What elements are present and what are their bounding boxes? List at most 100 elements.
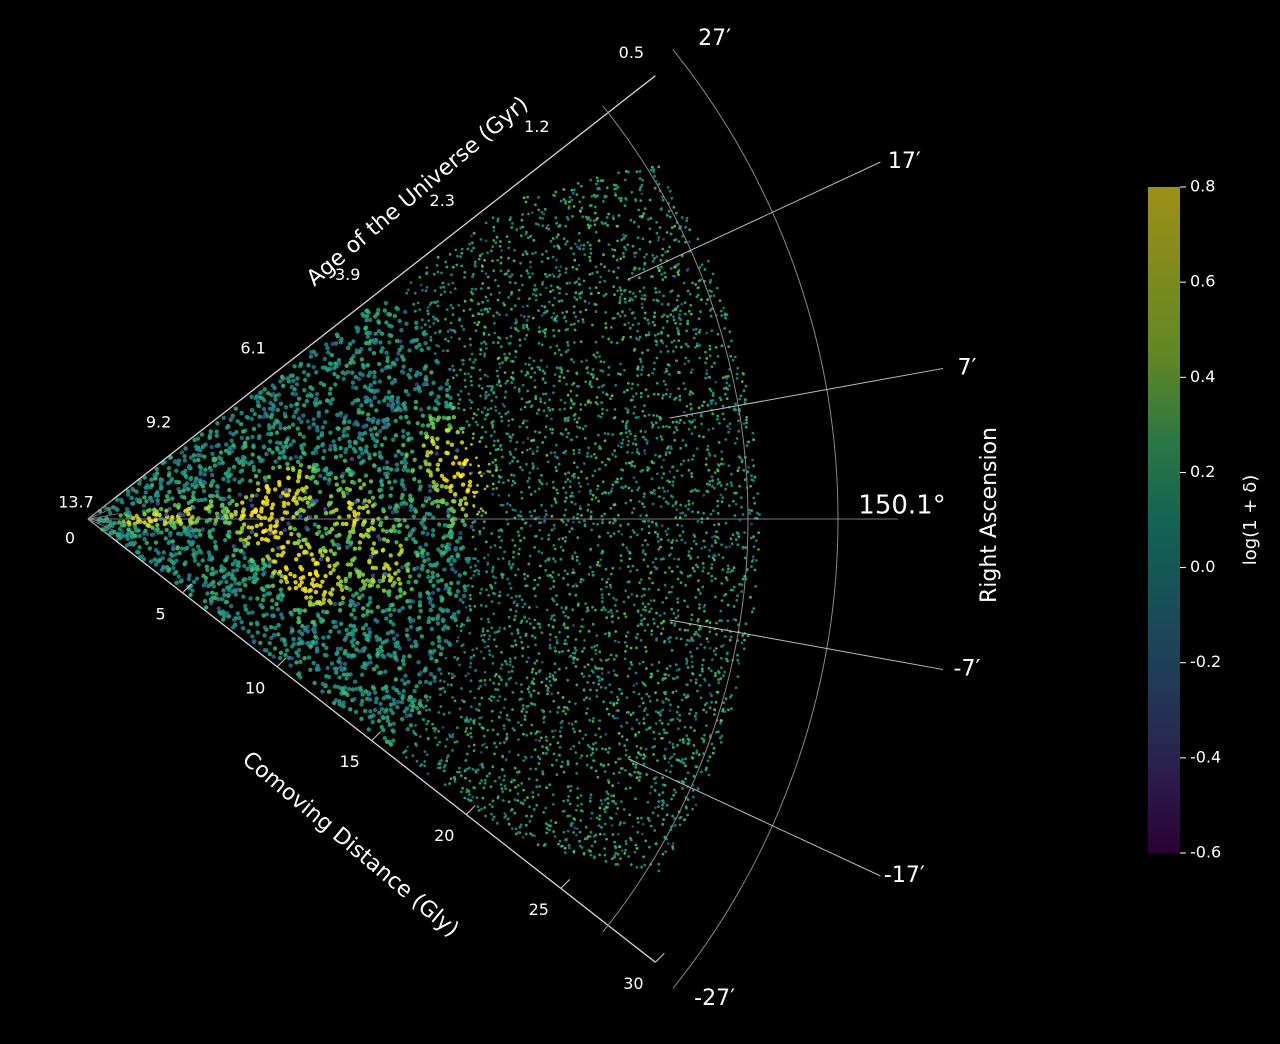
scatter-point [555,603,559,606]
scatter-point [452,369,456,372]
scatter-point [566,760,570,764]
scatter-point [200,527,205,532]
scatter-point [515,320,518,323]
scatter-point [599,179,603,183]
scatter-point [530,755,533,759]
scatter-point [635,776,639,780]
scatter-point [500,572,504,576]
scatter-point [334,651,339,657]
scatter-point [542,811,545,814]
scatter-point [578,200,582,204]
scatter-point [503,404,506,408]
scatter-point [635,847,639,850]
scatter-point [681,737,685,741]
scatter-point [265,554,270,559]
scatter-point [558,408,562,411]
scatter-point [705,710,708,714]
scatter-point [748,512,752,515]
scatter-point [304,398,309,404]
scatter-point [744,546,748,549]
scatter-point [488,678,492,682]
scatter-point [551,428,555,431]
scatter-point [661,791,665,794]
scatter-point [439,484,445,489]
scatter-point [456,609,461,615]
scatter-point [137,545,142,550]
scatter-point [368,330,373,336]
scatter-point [496,732,500,736]
scatter-point [732,566,736,570]
scatter-point [623,612,626,616]
scatter-point [512,555,515,559]
scatter-point [444,387,450,393]
scatter-point [377,361,382,367]
scatter-point [572,850,576,854]
scatter-point [513,248,516,252]
scatter-point [622,821,626,825]
scatter-point [660,438,664,441]
scatter-point [486,728,490,732]
scatter-point [691,789,695,792]
scatter-point [448,395,453,401]
scatter-point [736,675,740,678]
scatter-point [691,458,694,461]
scatter-point [408,493,413,498]
scatter-point [235,611,240,616]
scatter-point [525,660,529,664]
scatter-point [566,583,570,587]
scatter-point [644,438,647,441]
scatter-point [402,681,407,686]
scatter-point [508,218,512,222]
scatter-point [314,370,319,375]
scatter-point [575,267,579,271]
scatter-point [505,235,509,239]
scatter-point [572,661,575,665]
scatter-point [541,772,545,776]
scatter-point [506,817,510,821]
scatter-point [358,446,363,451]
scatter-point [663,754,666,758]
scatter-point [694,283,698,286]
scatter-point [714,380,718,384]
scatter-point [579,819,583,822]
scatter-point [403,309,408,315]
scatter-point [477,257,481,261]
scatter-point [691,489,694,492]
scatter-point [270,613,275,618]
scatter-point [562,197,566,201]
scatter-point [384,616,389,621]
scatter-point [728,638,732,642]
scatter-point [414,309,417,313]
scatter-point [511,371,515,375]
scatter-point [303,588,308,594]
scatter-point [624,501,628,505]
scatter-point [387,340,392,345]
scatter-point [429,338,433,342]
scatter-point [629,535,633,539]
scatter-point [489,452,492,455]
scatter-point [459,625,463,628]
scatter-point [136,550,141,555]
scatter-point [662,379,666,383]
scatter-point [563,706,566,709]
scatter-point [641,602,645,606]
scatter-point [605,707,609,711]
scatter-point [639,613,643,617]
scatter-point [553,194,557,198]
scatter-point [669,267,673,270]
scatter-point [453,740,457,744]
scatter-point [379,442,385,448]
scatter-point [233,581,238,586]
scatter-point [676,614,680,618]
scatter-point [294,557,299,562]
scatter-point [575,420,579,424]
scatter-point [728,695,732,699]
scatter-point [479,603,483,607]
scatter-point [354,591,359,596]
scatter-point [320,425,325,430]
scatter-point [445,608,451,614]
scatter-point [499,528,503,532]
scatter-point [553,373,557,376]
scatter-point [639,429,643,433]
scatter-point [714,647,718,650]
